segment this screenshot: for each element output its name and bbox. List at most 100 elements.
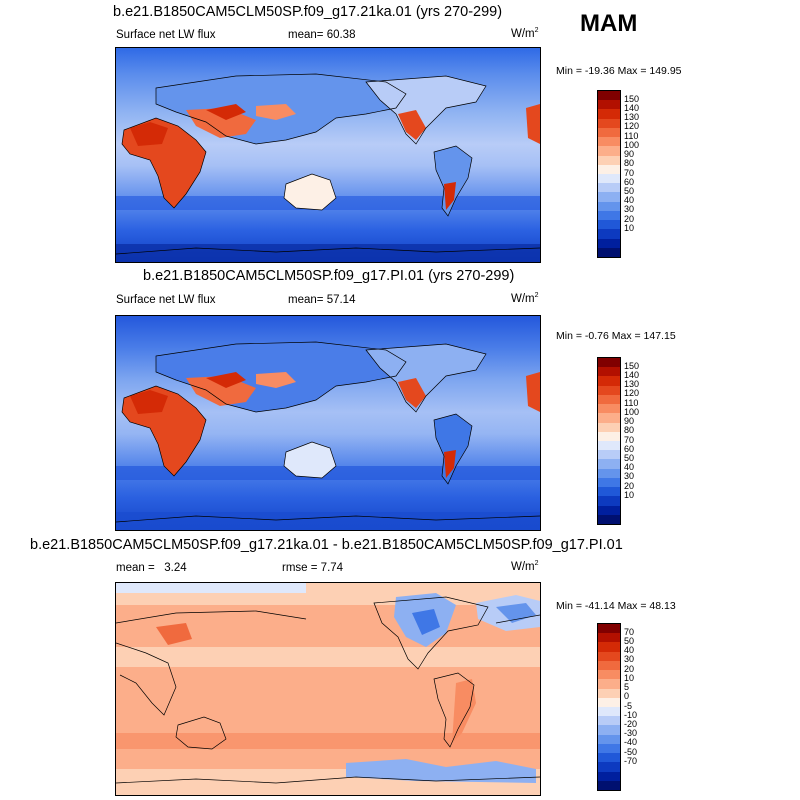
panel-3-units-base: W/m xyxy=(511,560,535,573)
colorbar-swatch xyxy=(598,514,620,524)
panel-3-map xyxy=(115,582,541,796)
colorbar-tick-label: -5 xyxy=(624,700,633,711)
colorbar-tick-label: 10 xyxy=(624,672,635,683)
colorbar-swatch xyxy=(598,762,620,772)
colorbar-swatch xyxy=(598,477,620,488)
panel-1-colorbar xyxy=(597,90,621,258)
colorbar-swatch xyxy=(598,413,620,423)
panel-2-mean-value: 57.14 xyxy=(326,294,356,306)
colorbar-tick-label: 70 xyxy=(624,167,635,178)
panel-2-units: W/m2 xyxy=(511,292,539,305)
colorbar-swatch xyxy=(598,173,620,184)
colorbar-tick-label: 60 xyxy=(624,176,635,187)
colorbar-tick-label: 100 xyxy=(624,139,640,150)
panel-2-variable-label: Surface net LW flux xyxy=(116,294,216,306)
panel-1-variable-label: Surface net LW flux xyxy=(116,29,216,41)
colorbar-tick-label: 140 xyxy=(624,369,640,380)
colorbar-tick-label: 100 xyxy=(624,406,640,417)
colorbar-tick-label: 150 xyxy=(624,360,640,371)
colorbar-swatch xyxy=(598,109,620,119)
africa-east-edge xyxy=(526,104,540,144)
colorbar-tick-label: 50 xyxy=(624,185,635,196)
colorbar-swatch xyxy=(598,716,620,726)
colorbar-swatch xyxy=(598,688,620,698)
colorbar-swatch xyxy=(598,431,620,441)
colorbar-swatch xyxy=(598,91,620,101)
colorbar-swatch xyxy=(598,220,620,230)
africa-east-edge xyxy=(526,372,540,412)
panel-1-mean-value: 60.38 xyxy=(326,29,356,41)
colorbar-swatch xyxy=(598,422,620,432)
sw-us-mexico xyxy=(398,378,426,408)
colorbar-swatch xyxy=(598,164,620,174)
colorbar-tick-label: -10 xyxy=(624,709,638,720)
colorbar-swatch xyxy=(598,670,620,680)
diff-subtropic-band xyxy=(116,647,540,667)
panel-2-map xyxy=(115,315,541,531)
panel-2-minmax: Min = -0.76 Max = 147.15 xyxy=(556,330,676,342)
colorbar-swatch xyxy=(598,376,620,386)
panel-2-units-base: W/m xyxy=(511,292,535,305)
colorbar-tick-label: 90 xyxy=(624,416,635,427)
panel-3-mean-label: mean = 3.24 xyxy=(116,562,187,574)
colorbar-tick-label: -40 xyxy=(624,737,638,748)
diff-europe-core xyxy=(496,603,536,623)
colorbar-tick-label: 40 xyxy=(624,462,635,473)
colorbar-tick-label: 20 xyxy=(624,663,635,674)
australia-land xyxy=(284,442,336,478)
panel-2-colorbar-labels: 150 140 130 120 110 100 90 80 70 60 50 40 30 20 10 xyxy=(624,357,654,523)
colorbar-tick-label: 110 xyxy=(624,397,639,408)
colorbar-tick-label: 10 xyxy=(624,222,635,233)
panel-1-units-base: W/m xyxy=(511,27,535,40)
colorbar-tick-label: 80 xyxy=(624,158,635,169)
atacama-region xyxy=(444,182,456,210)
panel-2-mean-label: mean= 57.14 xyxy=(288,294,355,306)
panel-1-units: W/m2 xyxy=(511,27,539,40)
panel-2-mean-key: mean= xyxy=(288,294,324,306)
colorbar-tick-label: 110 xyxy=(624,130,639,141)
panel-1-units-exp: 2 xyxy=(534,27,539,34)
colorbar-tick-label: 130 xyxy=(624,379,640,390)
atacama-region xyxy=(444,450,456,478)
colorbar-swatch xyxy=(598,358,620,368)
colorbar-swatch xyxy=(598,450,620,460)
colorbar-tick-label: 120 xyxy=(624,388,640,399)
diff-n-america-core xyxy=(412,609,440,635)
panel-1-minmax: Min = -19.36 Max = 149.95 xyxy=(556,65,682,77)
panel-3-minmax: Min = -41.14 Max = 48.13 xyxy=(556,600,676,612)
panel-2-map-svg xyxy=(116,316,540,530)
colorbar-swatch xyxy=(598,118,620,128)
panel-1-map xyxy=(115,47,541,263)
panel-3-units: W/m2 xyxy=(511,560,539,573)
colorbar-tick-label: 80 xyxy=(624,425,635,436)
diff-south-band xyxy=(116,733,540,749)
colorbar-tick-label: 5 xyxy=(624,682,630,693)
colorbar-swatch xyxy=(598,505,620,515)
colorbar-swatch xyxy=(598,468,620,478)
sahara-core xyxy=(130,122,168,146)
colorbar-tick-label: 130 xyxy=(624,112,640,123)
colorbar-swatch xyxy=(598,459,620,469)
colorbar-swatch xyxy=(598,247,620,257)
panel-1-mean-key: mean= xyxy=(288,29,324,41)
colorbar-tick-label: 0 xyxy=(624,691,630,702)
colorbar-tick-label: -50 xyxy=(624,746,638,757)
iran-core xyxy=(206,104,246,120)
colorbar-swatch xyxy=(598,753,620,763)
colorbar-swatch xyxy=(598,642,620,652)
iran-core xyxy=(206,372,246,388)
colorbar-tick-label: 30 xyxy=(624,654,635,665)
colorbar-swatch xyxy=(598,201,620,211)
antarctic-band xyxy=(116,512,540,530)
diff-antarctic-cool xyxy=(346,759,536,783)
colorbar-swatch xyxy=(598,440,620,451)
colorbar-tick-label: 70 xyxy=(624,434,635,445)
australia-land xyxy=(284,174,336,210)
colorbar-swatch xyxy=(598,404,620,414)
colorbar-swatch xyxy=(598,660,620,671)
colorbar-tick-label: 20 xyxy=(624,213,635,224)
diff-arctic-cool xyxy=(116,583,306,593)
colorbar-tick-label: -20 xyxy=(624,718,638,729)
colorbar-swatch xyxy=(598,238,620,248)
diff-background xyxy=(116,583,540,795)
